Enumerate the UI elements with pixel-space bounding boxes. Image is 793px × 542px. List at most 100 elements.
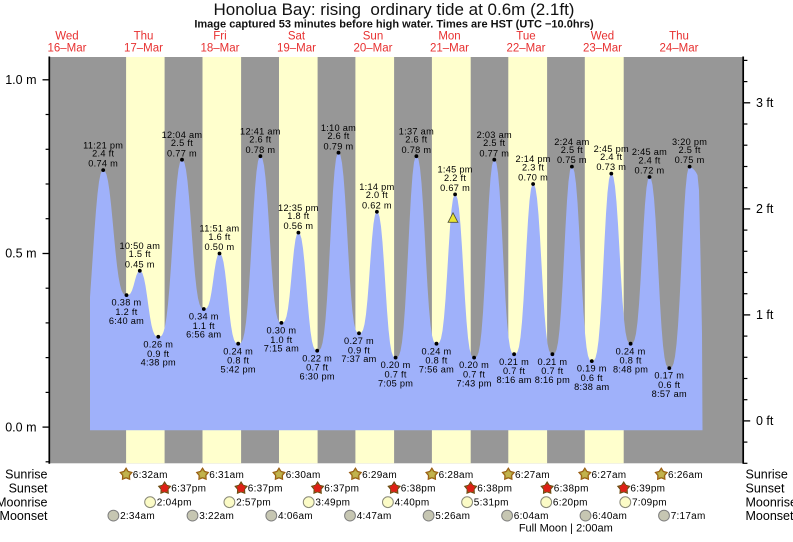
svg-text:6:32am: 6:32am — [133, 470, 168, 481]
svg-text:Moonrise: Moonrise — [746, 496, 793, 510]
svg-text:22–Mar: 22–Mar — [507, 43, 546, 55]
svg-text:8:16 am: 8:16 am — [496, 375, 531, 385]
svg-text:8:38 am: 8:38 am — [574, 382, 609, 392]
svg-text:Moonset: Moonset — [746, 509, 793, 523]
svg-text:6:38pm: 6:38pm — [554, 484, 589, 495]
svg-text:6:38pm: 6:38pm — [401, 484, 436, 495]
svg-text:4:06am: 4:06am — [278, 511, 313, 522]
svg-text:7:37 am: 7:37 am — [341, 354, 376, 364]
svg-text:20–Mar: 20–Mar — [354, 43, 393, 55]
svg-text:5:31pm: 5:31pm — [474, 498, 509, 509]
svg-text:0.56 m: 0.56 m — [283, 221, 313, 231]
svg-text:0.75 m: 0.75 m — [675, 155, 705, 165]
svg-text:2 ft: 2 ft — [756, 202, 774, 216]
svg-text:0.78 m: 0.78 m — [245, 145, 275, 155]
svg-text:Sunset: Sunset — [746, 482, 785, 496]
svg-text:1.0 m: 1.0 m — [5, 73, 36, 87]
svg-text:2.3 ft: 2.3 ft — [522, 162, 544, 172]
svg-text:Sun: Sun — [363, 31, 383, 43]
svg-text:Moonrise: Moonrise — [0, 496, 48, 510]
svg-text:6:37pm: 6:37pm — [248, 484, 283, 495]
svg-text:3:22am: 3:22am — [199, 511, 234, 522]
svg-text:5:42 pm: 5:42 pm — [221, 364, 256, 374]
svg-text:2.4 ft: 2.4 ft — [638, 155, 660, 165]
svg-text:6:20pm: 6:20pm — [553, 498, 588, 509]
svg-text:6:26am: 6:26am — [668, 470, 703, 481]
svg-text:Thu: Thu — [669, 31, 689, 43]
svg-text:0.5 m: 0.5 m — [5, 247, 36, 261]
svg-text:0.75 m: 0.75 m — [557, 155, 587, 165]
svg-text:2.4 ft: 2.4 ft — [92, 149, 114, 159]
svg-text:2:34am: 2:34am — [120, 511, 155, 522]
svg-text:Moonset: Moonset — [0, 509, 48, 523]
svg-text:16–Mar: 16–Mar — [48, 43, 87, 55]
svg-text:0.79 m: 0.79 m — [324, 141, 354, 151]
svg-text:6:40am: 6:40am — [592, 511, 627, 522]
svg-text:Full Moon | 2:00am: Full Moon | 2:00am — [519, 523, 613, 535]
svg-text:0.78 m: 0.78 m — [401, 145, 431, 155]
svg-text:0 ft: 0 ft — [756, 414, 774, 428]
svg-text:Tue: Tue — [516, 31, 535, 43]
svg-text:6:29am: 6:29am — [362, 470, 397, 481]
svg-text:6:28am: 6:28am — [439, 470, 474, 481]
svg-text:Image captured 53 minutes befo: Image captured 53 minutes before high wa… — [194, 19, 594, 31]
svg-text:7:15 am: 7:15 am — [264, 344, 299, 354]
svg-text:6:30am: 6:30am — [286, 470, 321, 481]
svg-text:Sunrise: Sunrise — [746, 468, 788, 482]
svg-text:Sunset: Sunset — [9, 482, 48, 496]
svg-text:24–Mar: 24–Mar — [660, 43, 699, 55]
svg-text:Fri: Fri — [213, 31, 226, 43]
svg-text:1.8 ft: 1.8 ft — [287, 211, 309, 221]
svg-text:Sat: Sat — [288, 31, 306, 43]
svg-text:3 ft: 3 ft — [756, 96, 774, 110]
svg-text:2.0 ft: 2.0 ft — [366, 190, 388, 200]
svg-text:0.0 m: 0.0 m — [5, 420, 36, 434]
svg-text:1.6 ft: 1.6 ft — [208, 232, 230, 242]
svg-text:8:48 pm: 8:48 pm — [613, 364, 648, 374]
svg-text:Sunrise: Sunrise — [5, 468, 47, 482]
svg-text:6:38pm: 6:38pm — [477, 484, 512, 495]
svg-text:0.50 m: 0.50 m — [205, 242, 235, 252]
svg-text:0.62 m: 0.62 m — [362, 200, 392, 210]
svg-text:6:27am: 6:27am — [515, 470, 550, 481]
svg-text:0.77 m: 0.77 m — [167, 148, 197, 158]
svg-text:23–Mar: 23–Mar — [583, 43, 622, 55]
svg-text:7:43 pm: 7:43 pm — [456, 378, 491, 388]
svg-text:17–Mar: 17–Mar — [124, 43, 163, 55]
svg-text:0.73 m: 0.73 m — [596, 162, 626, 172]
svg-text:7:05 pm: 7:05 pm — [378, 378, 413, 388]
svg-text:1 ft: 1 ft — [756, 308, 774, 322]
svg-text:1.5 ft: 1.5 ft — [129, 249, 151, 259]
svg-text:6:04am: 6:04am — [514, 511, 549, 522]
svg-text:6:56 am: 6:56 am — [186, 330, 221, 340]
svg-text:Mon: Mon — [438, 31, 460, 43]
svg-text:5:26am: 5:26am — [435, 511, 470, 522]
svg-text:2.4 ft: 2.4 ft — [600, 152, 622, 162]
svg-text:2.6 ft: 2.6 ft — [327, 131, 349, 141]
svg-text:4:47am: 4:47am — [357, 511, 392, 522]
svg-text:8:16 pm: 8:16 pm — [535, 375, 570, 385]
svg-text:2:57pm: 2:57pm — [236, 498, 271, 509]
svg-text:6:31am: 6:31am — [209, 470, 244, 481]
svg-text:Thu: Thu — [134, 31, 154, 43]
svg-text:0.74 m: 0.74 m — [88, 159, 118, 169]
svg-text:7:17am: 7:17am — [671, 511, 706, 522]
svg-text:Wed: Wed — [591, 31, 614, 43]
svg-text:8:57 am: 8:57 am — [652, 389, 687, 399]
svg-text:4:38 pm: 4:38 pm — [141, 358, 176, 368]
svg-text:0.72 m: 0.72 m — [635, 166, 665, 176]
svg-text:2.6 ft: 2.6 ft — [249, 135, 271, 145]
svg-text:3:49pm: 3:49pm — [315, 498, 350, 509]
svg-text:2.2 ft: 2.2 ft — [444, 173, 466, 183]
svg-text:2.5 ft: 2.5 ft — [171, 138, 193, 148]
svg-text:2.5 ft: 2.5 ft — [561, 145, 583, 155]
svg-text:18–Mar: 18–Mar — [201, 43, 240, 55]
svg-text:2.6 ft: 2.6 ft — [405, 135, 427, 145]
svg-text:0.77 m: 0.77 m — [479, 148, 509, 158]
svg-text:2:04pm: 2:04pm — [157, 498, 192, 509]
svg-text:0.45 m: 0.45 m — [125, 259, 155, 269]
svg-text:2.5 ft: 2.5 ft — [678, 145, 700, 155]
svg-text:0.67 m: 0.67 m — [440, 183, 470, 193]
svg-text:6:39pm: 6:39pm — [630, 484, 665, 495]
svg-text:6:37pm: 6:37pm — [171, 484, 206, 495]
